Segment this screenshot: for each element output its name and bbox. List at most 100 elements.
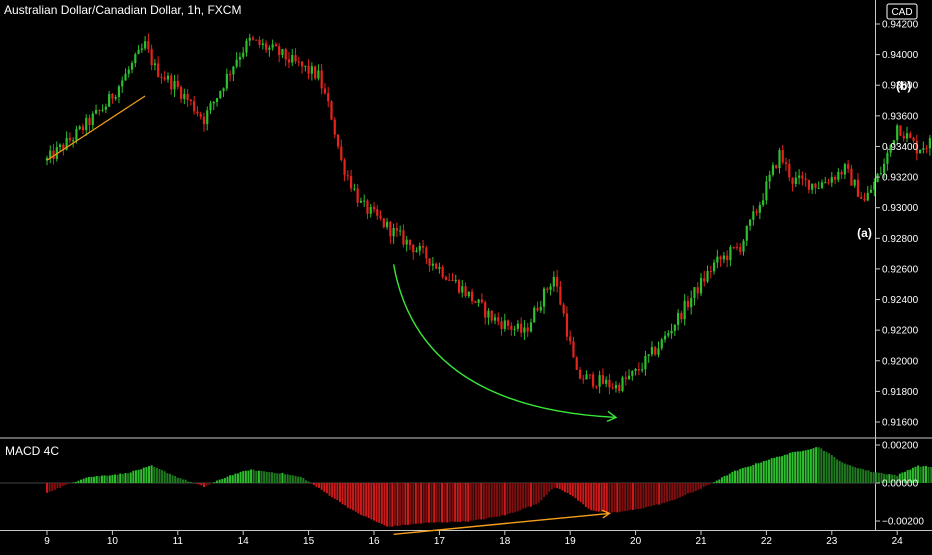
macd-bar [443, 483, 446, 523]
candle-up [853, 179, 856, 186]
macd-bar [914, 466, 917, 483]
macd-bar [182, 479, 185, 483]
macd-bar [257, 470, 260, 483]
macd-bar [137, 469, 140, 483]
candle-up [677, 313, 680, 325]
macd-bar [754, 463, 757, 483]
candle-up [817, 187, 820, 189]
macd-bar [252, 469, 255, 483]
time-tick-label: 22 [761, 536, 773, 547]
candle-up [660, 339, 663, 349]
macd-bar [247, 470, 250, 483]
candle-up [712, 262, 716, 272]
macd-bar [634, 483, 637, 510]
macd-bar [223, 478, 226, 483]
candle-down [572, 341, 575, 358]
candle-down [526, 327, 529, 332]
macd-bar [90, 476, 93, 483]
candle-down [814, 183, 817, 188]
candle-down [578, 370, 582, 379]
macd-bar [53, 483, 56, 490]
macd-axis[interactable]: 0.00200 0.00000 −0.00200 [876, 441, 924, 528]
macd-bar [145, 467, 148, 483]
macd-bar [851, 466, 854, 483]
macd-bar [202, 483, 205, 488]
macd-bar [213, 482, 216, 483]
macd-bar [142, 467, 145, 483]
macd-bar [446, 483, 449, 523]
macd-bar [529, 483, 532, 507]
candle-down [98, 109, 101, 111]
candles-layer [45, 33, 931, 395]
macd-bar [676, 483, 679, 499]
macd-bar [875, 472, 878, 483]
macd-bar [906, 470, 909, 483]
macd-bar [268, 472, 271, 483]
candle-down [258, 39, 261, 45]
candle-down [611, 387, 614, 389]
candle-down [323, 88, 327, 94]
candle-down [546, 288, 549, 290]
candle-down [284, 49, 287, 60]
candle-up [209, 103, 212, 111]
candle-up [634, 369, 637, 372]
macd-bar [490, 483, 493, 518]
candle-up [598, 375, 601, 387]
price-panel[interactable]: (b)(a)(c)Wave expected Australian Dollar… [4, 3, 932, 423]
candle-up [585, 374, 588, 380]
wave-label: (a) [857, 226, 872, 240]
candle-up [72, 140, 75, 142]
macd-bar [323, 483, 326, 492]
macd-bar [205, 483, 208, 486]
macd-bar [616, 483, 619, 513]
macd-bar [284, 474, 287, 483]
macd-bar [642, 483, 645, 509]
macd-bar [208, 483, 211, 485]
candle-up [127, 69, 130, 74]
macd-bar [216, 480, 219, 483]
candle-down [356, 188, 359, 203]
macd-bar [100, 475, 103, 483]
candle-up [117, 86, 121, 98]
macd-bar [579, 483, 582, 503]
time-axis[interactable]: 91011141516171819202122232425 [44, 531, 932, 547]
candle-up [552, 276, 555, 287]
macd-bar [338, 483, 341, 503]
candle-down [251, 37, 255, 40]
candle-down [457, 280, 461, 293]
price-axis[interactable]: CAD 0.94200 0.94000 0.93800 0.93600 0.93400 0… [876, 3, 919, 429]
macd-bar [231, 475, 234, 483]
macd-panel[interactable]: MACD 4C [0, 444, 932, 535]
macd-bar [396, 483, 399, 526]
macd-bar [694, 483, 697, 492]
candle-down [840, 171, 843, 175]
candle-down [163, 77, 166, 80]
macd-histogram [0, 447, 932, 535]
macd-bar [524, 483, 527, 509]
candle-up [529, 322, 533, 332]
candle-down [320, 70, 323, 89]
macd-bar [731, 471, 734, 483]
candle-down [484, 302, 487, 318]
candle-up [614, 384, 618, 389]
macd-bar [503, 483, 506, 516]
macd-bar [250, 469, 253, 483]
time-tick-label: 10 [107, 536, 119, 547]
candle-down [654, 347, 657, 355]
time-tick-label: 19 [565, 536, 577, 547]
candle-up [889, 144, 892, 153]
macd-bar [660, 483, 663, 504]
candle-up [242, 52, 245, 57]
candle-down [372, 206, 376, 210]
candle-up [892, 140, 896, 145]
macd-bar [87, 477, 90, 483]
macd-bar [807, 449, 810, 483]
candle-down [428, 258, 431, 266]
candle-down [150, 49, 153, 66]
candle-up [516, 323, 519, 329]
macd-bar [856, 468, 859, 483]
macd-bar [668, 483, 671, 502]
macd-bar [566, 483, 569, 493]
candle-up [49, 150, 52, 159]
